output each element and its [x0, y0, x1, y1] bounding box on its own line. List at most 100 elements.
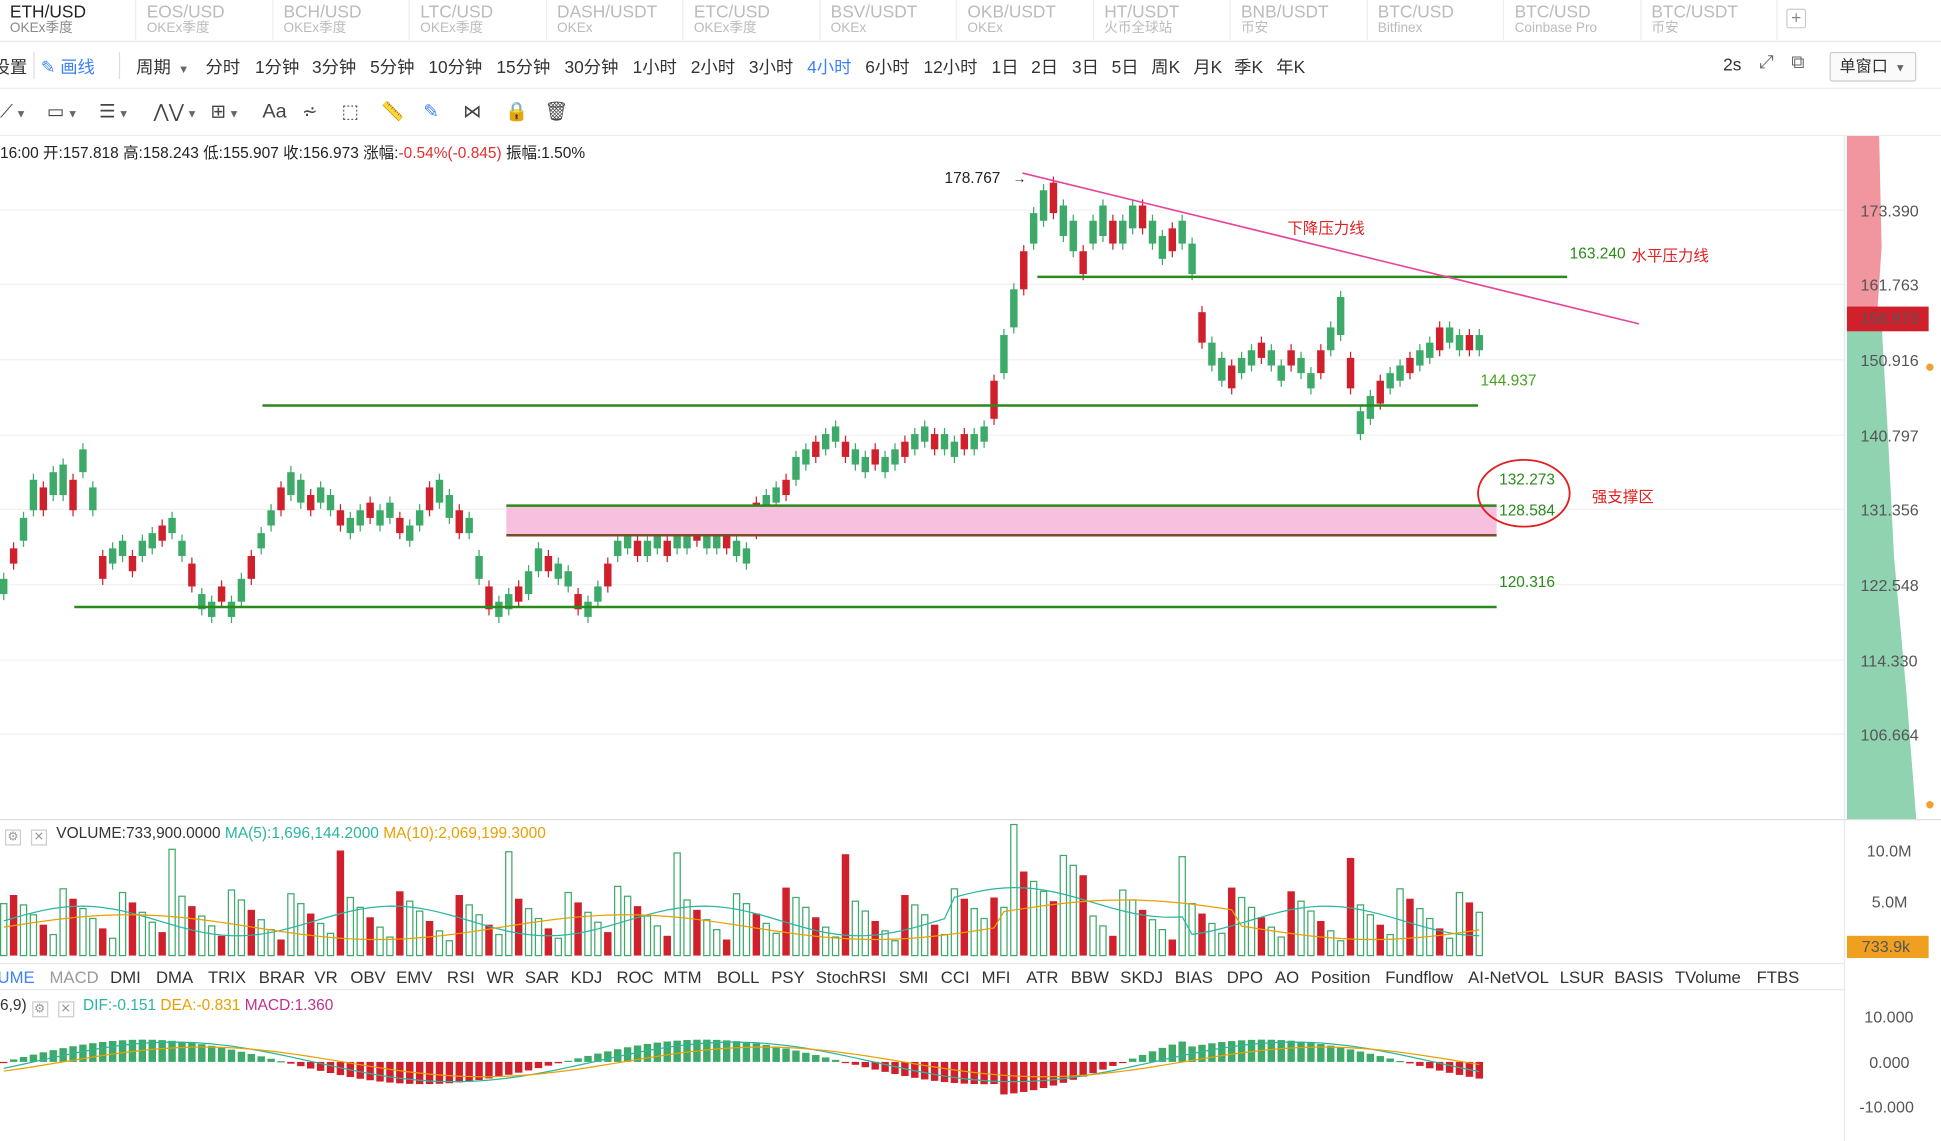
indicator-tab[interactable]: MACD	[49, 967, 99, 987]
indicator-tab[interactable]: AO	[1275, 967, 1300, 987]
wave-tool-icon[interactable]: ⋀⋁ ▼	[153, 101, 198, 123]
indicator-tab[interactable]: SKDJ	[1120, 967, 1164, 987]
period-option[interactable]: 周K	[1151, 56, 1181, 77]
symbol-tab[interactable]: BNB/USDT 币安	[1231, 0, 1368, 43]
candle-body	[178, 540, 186, 556]
indicator-tab[interactable]: BIAS	[1174, 967, 1213, 987]
downtrend-line[interactable]	[1022, 172, 1640, 325]
period-option[interactable]: 6小时	[865, 56, 910, 77]
popout-icon[interactable]: ⧉	[1791, 51, 1805, 73]
settings-button[interactable]: 设置	[0, 56, 28, 77]
indicator-tab[interactable]: BOLL	[716, 967, 760, 987]
indicator-tab[interactable]: OBV	[350, 967, 386, 987]
indicator-tab[interactable]: DMI	[110, 967, 141, 987]
indicator-tab[interactable]: FTBS	[1756, 967, 1800, 987]
symbol-tab[interactable]: DASH/USDT OKEx	[547, 0, 684, 43]
symbol-tab[interactable]: BTC/USD Bitfinex	[1368, 0, 1505, 43]
indicator-tab[interactable]: Position	[1310, 967, 1371, 987]
macd-bar	[940, 1061, 949, 1083]
fib-tool-icon[interactable]: ⩫	[302, 101, 318, 123]
macd-bar	[1049, 1061, 1058, 1086]
refresh-interval[interactable]: 2s	[1723, 54, 1742, 75]
window-mode-dropdown[interactable]: 单窗口 ▼	[1829, 51, 1917, 82]
delete-tool-icon[interactable]: 🗑	[544, 101, 569, 123]
indicator-tab[interactable]: DMA	[155, 967, 194, 987]
period-option[interactable]: 5分钟	[370, 56, 415, 77]
period-option[interactable]: 1日	[991, 56, 1019, 77]
indicator-tabs: UME MACD DMI DMA TRIX BRAR VR OBV EMV RSI WR SAR KDJ…	[0, 962, 1845, 991]
indicator-tab[interactable]: MTM	[663, 967, 702, 987]
indicator-tab[interactable]: RSI	[446, 967, 475, 987]
measure-tool-icon[interactable]: ⊞ ▼	[210, 101, 240, 123]
lock-tool-icon[interactable]: 🔒	[505, 101, 529, 123]
fullscreen-icon[interactable]: ⤢	[1759, 51, 1774, 73]
period-option[interactable]: 4小时	[807, 56, 852, 77]
symbol-tab[interactable]: BSV/USDT OKEx	[821, 0, 957, 43]
period-option[interactable]: 1分钟	[255, 56, 300, 77]
period-option[interactable]: 5日	[1111, 56, 1139, 77]
indicator-tab[interactable]: WR	[486, 967, 515, 987]
indicator-tab[interactable]: MFI	[981, 967, 1011, 987]
period-option[interactable]: 2小时	[690, 56, 736, 77]
period-option[interactable]: 3小时	[748, 56, 794, 77]
add-tab-button[interactable]: +	[1786, 9, 1807, 29]
text-tool-button[interactable]: Aa	[262, 101, 287, 123]
indicator-tab[interactable]: PSY	[771, 967, 805, 987]
support-zone[interactable]	[506, 505, 1497, 536]
pen-tool-icon[interactable]: ✎	[423, 101, 439, 123]
period-option[interactable]: 10分钟	[428, 56, 483, 77]
period-option[interactable]: 1小时	[632, 56, 677, 77]
period-dropdown[interactable]: 周期 ▼	[136, 54, 189, 79]
indicator-tab[interactable]: EMV	[396, 967, 433, 987]
line-tool-icon[interactable]: ⟋ ▼	[0, 101, 27, 123]
period-option[interactable]: 年K	[1276, 56, 1306, 77]
period-option[interactable]: 月K	[1193, 56, 1223, 77]
period-option[interactable]: 30分钟	[564, 56, 619, 77]
indicator-tab[interactable]: BBW	[1070, 967, 1109, 987]
indicator-tab[interactable]: TRIX	[207, 967, 247, 987]
draw-button[interactable]: ✎ 画线	[41, 54, 95, 79]
period-option[interactable]: 季K	[1234, 56, 1264, 77]
indicator-tab[interactable]: BRAR	[258, 967, 306, 987]
symbol-tab[interactable]: LTC/USD OKEx季度	[410, 0, 547, 43]
period-option[interactable]: 15分钟	[496, 56, 551, 77]
indicator-tab[interactable]: AI-NetVOL	[1468, 967, 1549, 987]
period-option[interactable]: 3日	[1072, 56, 1100, 77]
indicator-tab[interactable]: ATR	[1026, 967, 1059, 987]
indicator-tab[interactable]: LSUR	[1559, 967, 1605, 987]
symbol-tab[interactable]: HT/USDT 火币全球站	[1094, 0, 1231, 43]
indicator-tab[interactable]: ROC	[616, 967, 654, 987]
indicator-tab[interactable]: DPO	[1226, 967, 1263, 987]
period-option[interactable]: 2日	[1031, 56, 1059, 77]
close-icon[interactable]: ✕	[57, 1001, 74, 1018]
period-option[interactable]: 3分钟	[311, 56, 357, 77]
symbol-tab[interactable]: OKB/USDT OKEx	[958, 0, 1094, 43]
symbol-tab[interactable]: ETH/USD OKEx季度	[0, 0, 137, 43]
indicator-tab[interactable]: BASIS	[1614, 967, 1664, 987]
indicator-tab[interactable]: VR	[314, 967, 338, 987]
symbol-tab[interactable]: ETC/USD OKEx季度	[684, 0, 821, 43]
indicator-tab[interactable]: SAR	[524, 967, 560, 987]
ruler-tool-icon[interactable]: 📏	[381, 101, 405, 123]
indicator-tab[interactable]: CCI	[940, 967, 970, 987]
settings-icon[interactable]: ⚙	[4, 829, 22, 846]
period-option[interactable]: 分时	[205, 56, 241, 77]
indicator-tab[interactable]: Fundflow	[1385, 967, 1454, 987]
symbol-tab[interactable]: BTC/USDT 币安	[1641, 0, 1778, 43]
symbol-tab[interactable]: EOS/USD OKEx季度	[137, 0, 273, 43]
indicator-tab[interactable]: UME	[0, 967, 35, 987]
indicator-tab[interactable]: SMI	[898, 967, 929, 987]
indicator-tab[interactable]: TVolume	[1674, 967, 1741, 987]
symbol-tab[interactable]: BTC/USD Coinbase Pro	[1505, 0, 1641, 43]
symbol-tab[interactable]: BCH/USD OKEx季度	[274, 0, 410, 43]
indicator-tab[interactable]: StochRSI	[815, 967, 887, 987]
pattern-tool-icon[interactable]: ⬚	[341, 101, 360, 123]
magnet-tool-icon[interactable]: ⋈	[462, 101, 482, 123]
settings-icon[interactable]: ⚙	[31, 1001, 48, 1018]
indicator-tab[interactable]: KDJ	[570, 967, 603, 987]
rect-tool-icon[interactable]: ▭ ▼	[47, 101, 79, 123]
period-option[interactable]: 12小时	[923, 56, 978, 77]
parallel-tool-icon[interactable]: ☰ ▼	[99, 101, 130, 123]
close-icon[interactable]: ✕	[30, 829, 48, 846]
